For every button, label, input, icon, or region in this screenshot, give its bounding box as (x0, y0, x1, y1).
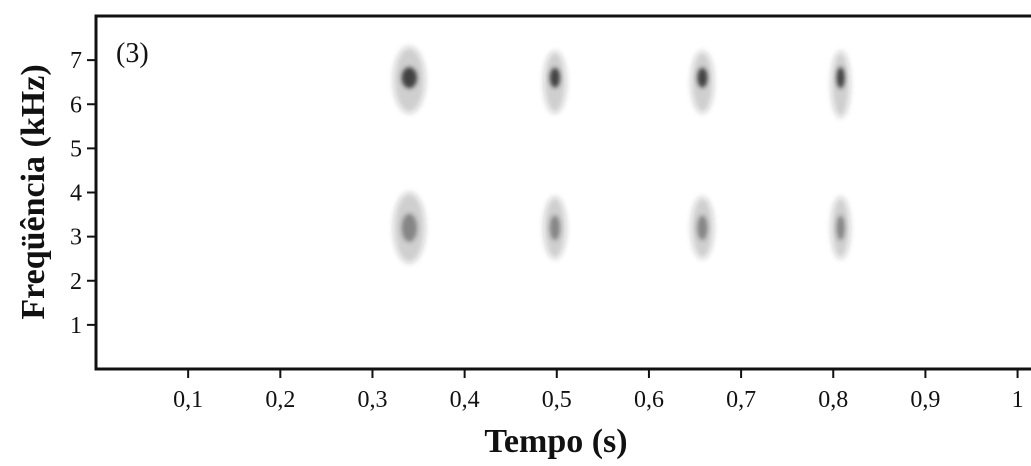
x-tick-label: 0,2 (265, 387, 295, 413)
y-tick-label: 1 (70, 313, 82, 339)
x-tick-label: 0,1 (173, 387, 203, 413)
note-band-core (697, 215, 708, 241)
note-band-core (401, 213, 418, 242)
note-band-core (549, 215, 561, 241)
x-tick-label: 0,8 (818, 387, 848, 413)
x-axis: 0,1 0,2 0,3 0,4 0,5 0,6 0,7 0,8 0,9 1 (173, 369, 1024, 413)
y-tick-label: 2 (70, 269, 82, 295)
y-tick-label: 7 (70, 48, 82, 74)
y-tick-label: 5 (70, 136, 82, 162)
note-band-core (836, 215, 845, 241)
notes-layer (393, 46, 850, 264)
y-tick-label: 3 (70, 225, 82, 251)
x-tick-label: 0,5 (542, 387, 572, 413)
note-2 (543, 51, 567, 259)
note-band-core (697, 67, 708, 88)
x-tick-label: 0,9 (910, 387, 940, 413)
note-3 (691, 51, 714, 259)
note-band-core (549, 67, 561, 88)
panel-label: (3) (116, 38, 149, 69)
y-axis: 1 2 3 4 5 6 7 (70, 48, 96, 339)
note-band-core (836, 67, 845, 89)
y-tick-label: 6 (70, 92, 82, 118)
note-1 (393, 46, 426, 264)
x-tick-label: 0,4 (450, 387, 480, 413)
y-axis-label: Freqüência (kHz) (15, 64, 52, 319)
note-band-core (401, 67, 418, 89)
x-tick-label: 0,7 (726, 387, 756, 413)
x-tick-label: 0,3 (357, 387, 387, 413)
x-tick-label: 0,6 (634, 387, 664, 413)
x-axis-label: Tempo (s) (484, 423, 627, 460)
note-4 (831, 51, 850, 259)
y-tick-label: 4 (70, 181, 82, 207)
x-tick-label: 1 (1012, 387, 1024, 413)
